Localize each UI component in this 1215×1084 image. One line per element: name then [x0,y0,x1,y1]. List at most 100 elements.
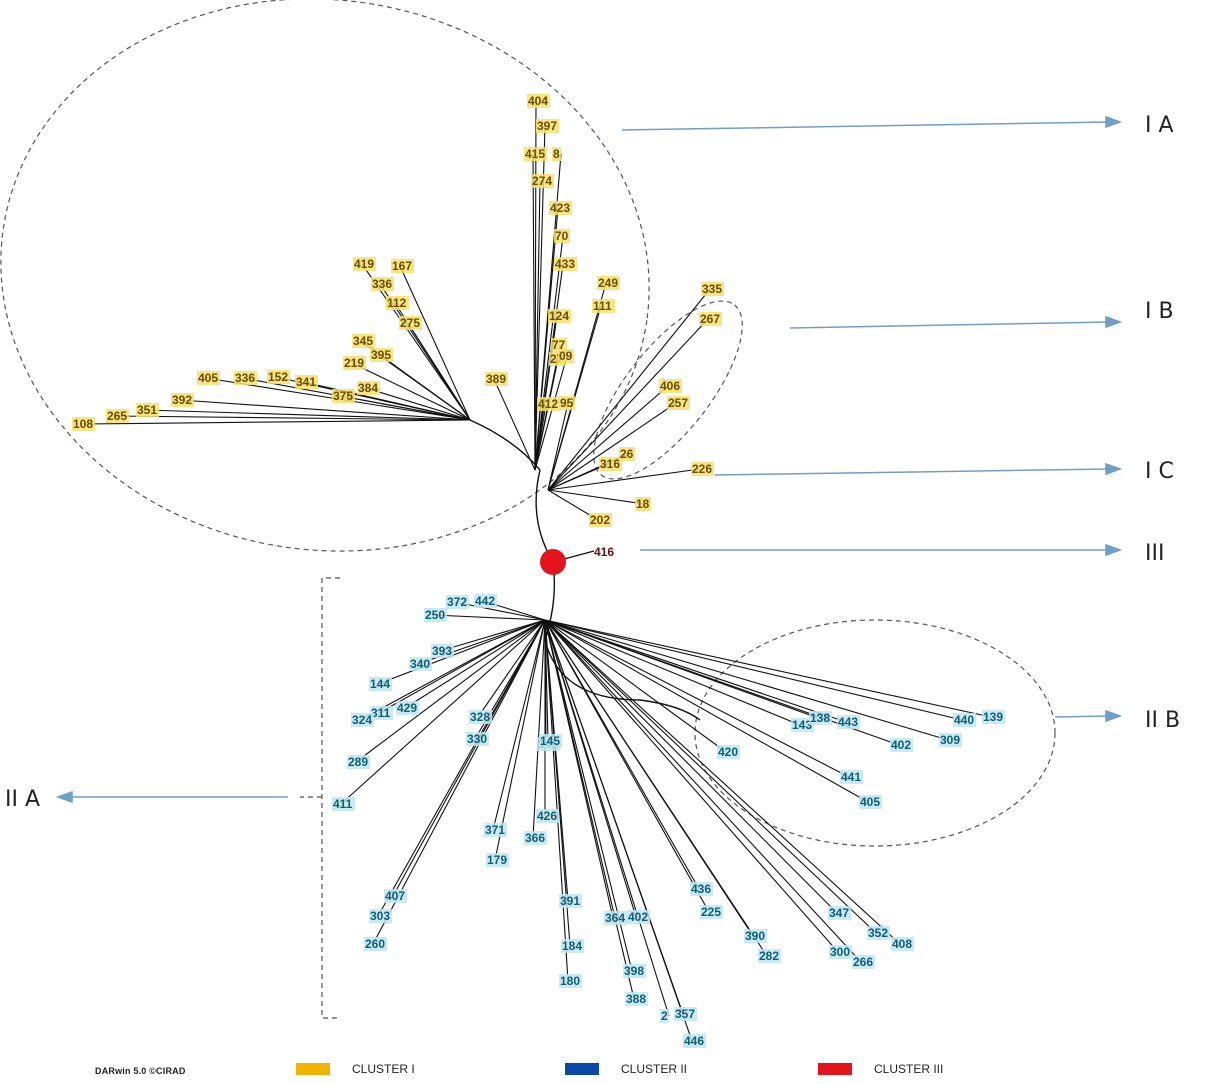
branch [492,619,546,831]
leaf-label: 415 [525,147,545,161]
leaf-label-bg [332,389,355,403]
leaf-label-bg [536,119,559,133]
leaf-label: 426 [537,809,557,823]
branch [544,619,614,919]
leaf-label-bg [551,338,567,352]
leaf-label: 433 [555,257,575,271]
leaf-label: 436 [691,882,711,896]
branch [355,619,546,763]
leaf-label-bg [424,608,447,622]
branch [404,619,546,709]
leaf-label-bg [524,831,547,845]
leaf-label-bg [744,929,767,943]
branch [547,468,701,491]
leaf-label-bg [72,417,95,431]
leaf-label: 446 [684,1034,704,1048]
branch [399,265,471,421]
branch [544,619,862,963]
leaf-label: 375 [333,389,353,403]
branch [547,385,669,491]
branch [469,419,541,471]
branch [359,619,546,721]
leaf-label: 393 [432,644,452,658]
leaf-label-bg [559,894,582,908]
leaf-label: 249 [598,276,618,290]
branch [544,619,850,778]
branches [80,100,992,1042]
branch [454,601,546,621]
leaf-label-bg [939,733,962,747]
label-group-iia: II A [5,787,40,812]
leaf-label: 420 [718,745,738,759]
leaf-label-bg [369,909,392,923]
leaf-label: 324 [352,713,372,727]
leaf-label: 144 [370,677,390,691]
leaf-label: 335 [702,282,722,296]
leaf-label: 303 [370,909,390,923]
leaf-label-bg [953,713,976,727]
branch [544,619,549,742]
branch [114,415,471,421]
branch [544,619,569,982]
leaf-label-bg [809,711,832,725]
leaf-label-bg [625,992,648,1006]
leaf-label: 145 [540,734,560,748]
group-ia-outline [0,0,650,552]
leaf-label-bg [353,257,376,271]
leaf-label: 274 [532,174,552,188]
leaf-label: 300 [830,945,850,959]
leaf-label: 405 [198,371,218,385]
branch [544,619,637,918]
leaf-label-bg [364,937,387,951]
leaf-label-bg [197,371,220,385]
leaf-label: 180 [560,974,580,988]
leaf-label: 328 [470,710,490,724]
leaf-label-bg [890,738,913,752]
leaf-label-bg [717,745,740,759]
branch [544,619,949,741]
leaf-label-bg [371,277,394,291]
leaf-label-bg [700,905,723,919]
leaf-label-bg [531,174,554,188]
leaf-label: 429 [397,701,417,715]
leaf-label-bg [599,457,622,471]
legend: DARwin 5.0 ©CIRAD CLUSTER I CLUSTER II C… [0,1062,1215,1084]
branch [351,362,471,421]
leaf-label: 18 [636,497,650,511]
branch [365,387,471,421]
branch [532,619,546,839]
leaf-label-bg [369,677,392,691]
leaf-label-bg [536,809,559,823]
branch [544,619,847,723]
leaf-label: 388 [626,992,646,1006]
leaf-label: 406 [660,379,680,393]
leaf-label-bg [347,755,370,769]
leaf-label-bg [343,356,366,370]
leaf-label-bg [554,229,570,243]
leaf-label: 345 [353,334,373,348]
leaf-label: 407 [385,889,405,903]
leaf-label-bg [597,276,620,290]
branch [377,619,546,917]
leaf-label-bg [384,889,407,903]
leaf-label-bg [357,381,380,395]
leaf-label: 316 [600,457,620,471]
root-node [540,549,566,575]
branch [407,322,471,421]
label-group-ic: I C [1145,459,1174,484]
branch [544,619,710,913]
leaf-label: 143 [792,718,812,732]
leaf-label: 2 [661,1009,668,1023]
leaf-label-bg [852,955,875,969]
leaf-label-bg [552,147,561,161]
leaf-label-bg [352,334,375,348]
leaf-label: 404 [528,94,548,108]
legend-label-cluster-3: CLUSTER III [874,1062,944,1076]
leaf-label: 357 [675,1007,695,1021]
leaf-label-bg [351,713,374,727]
leaf-label: 250 [425,608,445,622]
leaf-label-bg [699,312,722,326]
branch [544,619,727,753]
leaf-label-bg [660,1009,669,1023]
